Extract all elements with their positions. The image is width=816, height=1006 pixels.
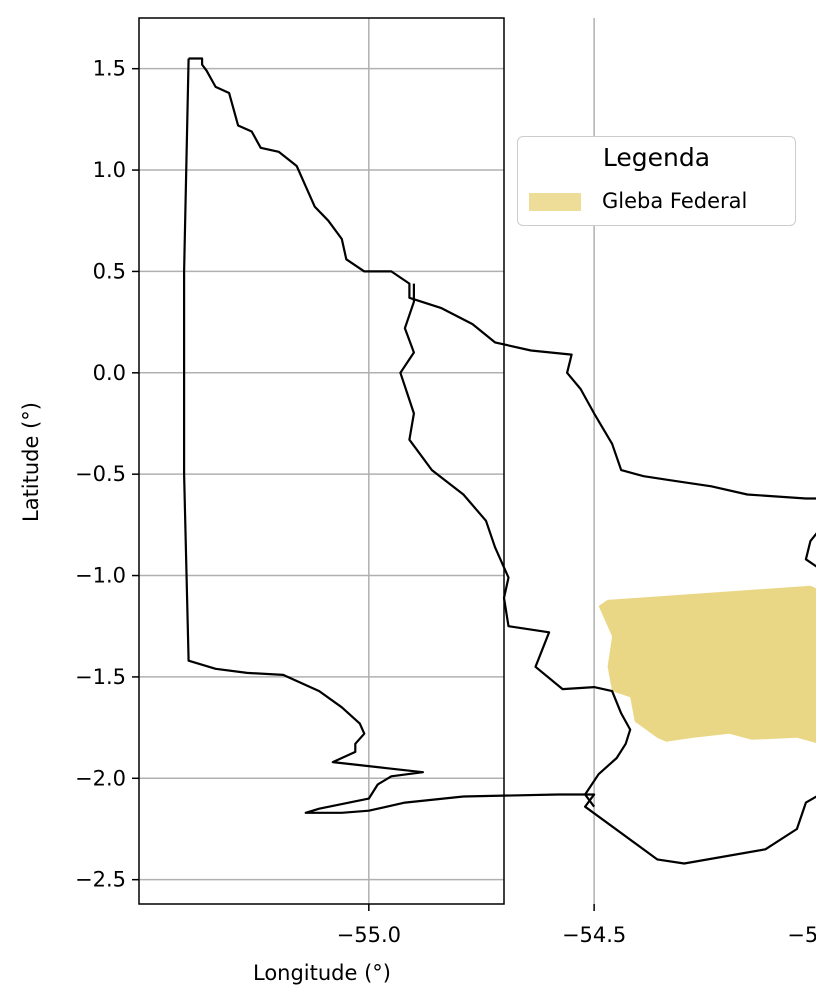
x-tick-label: −55.0 [337,923,401,947]
y-tick-label: 1.0 [93,158,126,182]
boundary-outline [183,57,816,865]
gleba-federal-area [598,585,816,743]
legend-swatch-gleba-federal [529,193,581,211]
y-axis-label: Latitude (°) [19,402,43,522]
legend: Legenda Gleba Federal [517,136,796,226]
x-tick-label: −54.0 [787,923,816,947]
axis-ticks: −55.0 −54.5 −54.0 1.5 1.0 0.5 0.0 −0.5 −1.0 −1.5 −… [75,57,816,947]
y-tick-label: −1.0 [75,564,126,588]
legend-label-gleba-federal: Gleba Federal [602,189,748,213]
y-tick-label: 0.0 [93,361,126,385]
y-tick-label: −0.5 [75,462,126,486]
boundary-inner-edge-outline [399,283,632,808]
map-outline-layer [183,57,816,865]
grid-lines [139,18,595,904]
legend-title: Legenda [602,143,711,172]
x-tick-label: −54.5 [562,923,626,947]
y-tick-label: 0.5 [93,259,126,283]
map-fill-layer [598,585,816,743]
y-tick-label: −1.5 [75,665,126,689]
y-tick-label: 1.5 [93,57,126,81]
y-tick-label: −2.5 [75,868,126,892]
y-tick-label: −2.0 [75,766,126,790]
plot-frame [138,17,505,905]
x-axis-label: Longitude (°) [253,961,391,985]
